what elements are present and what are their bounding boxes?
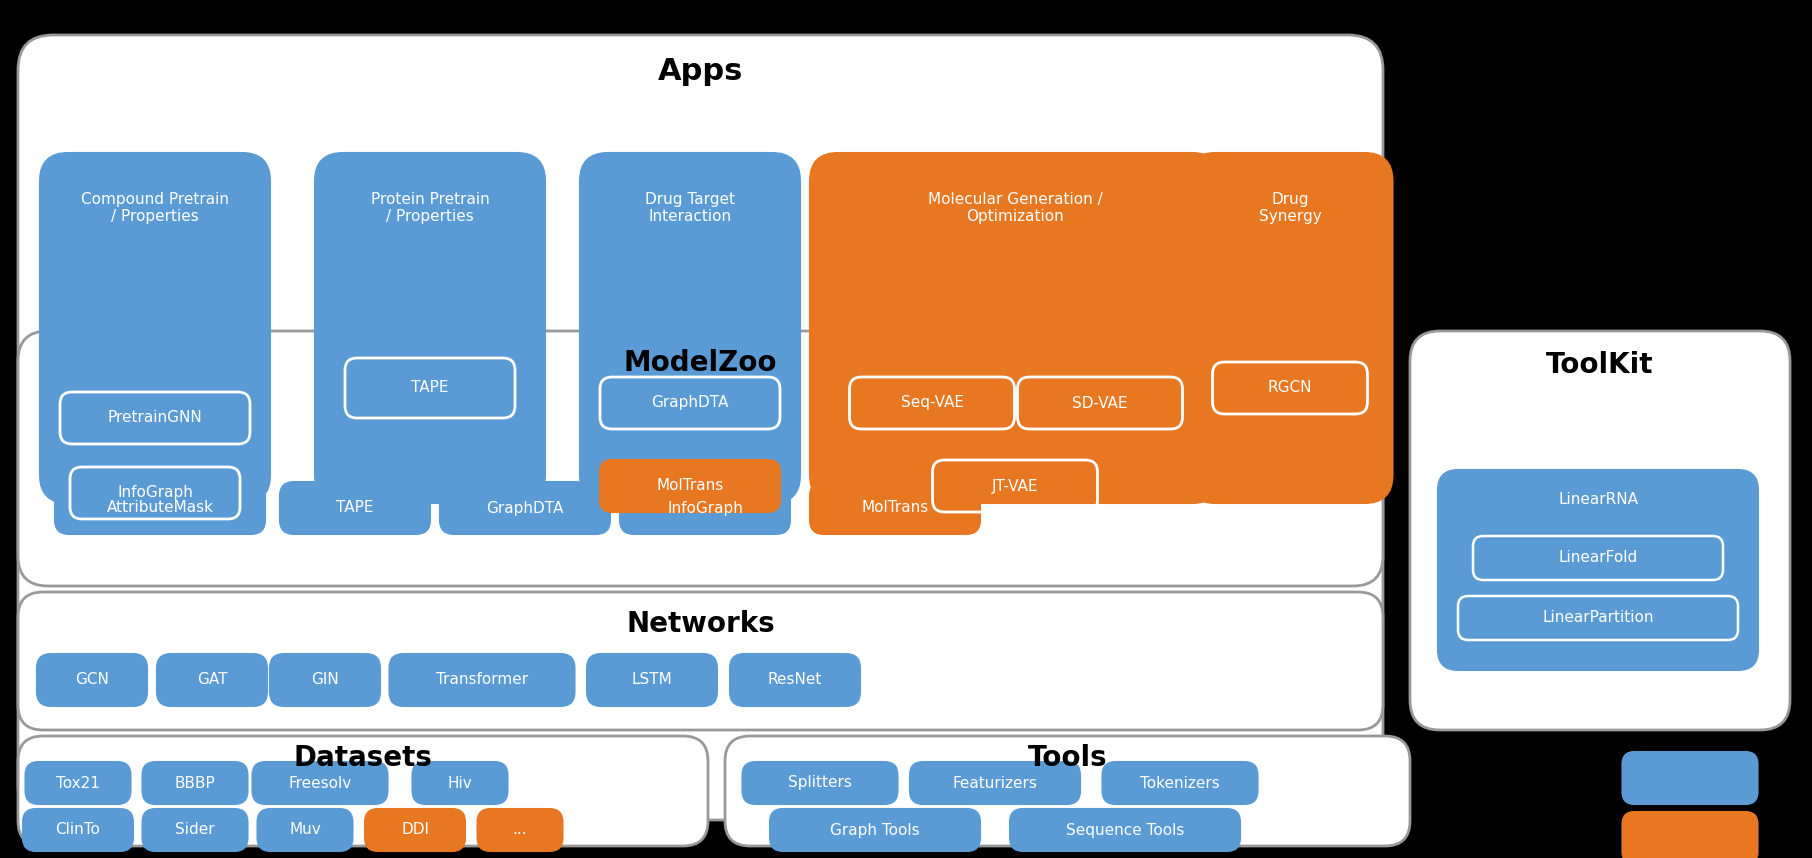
- Text: Sequence Tools: Sequence Tools: [1065, 823, 1185, 837]
- Text: LinearRNA: LinearRNA: [1558, 492, 1638, 507]
- Text: GraphDTA: GraphDTA: [486, 500, 564, 516]
- Text: Apps: Apps: [658, 57, 743, 86]
- Text: GIN: GIN: [312, 673, 339, 687]
- FancyBboxPatch shape: [620, 482, 790, 534]
- Text: Tools: Tools: [1027, 744, 1107, 772]
- Text: ToolKit: ToolKit: [1546, 351, 1654, 379]
- Text: Datasets: Datasets: [294, 744, 433, 772]
- Text: JT-VAE: JT-VAE: [991, 479, 1038, 493]
- Text: Tox21: Tox21: [56, 776, 100, 790]
- FancyBboxPatch shape: [40, 153, 270, 503]
- Text: LinearPartition: LinearPartition: [1542, 611, 1654, 625]
- FancyBboxPatch shape: [18, 736, 708, 846]
- FancyBboxPatch shape: [257, 809, 353, 851]
- FancyBboxPatch shape: [478, 809, 562, 851]
- Text: Hiv: Hiv: [448, 776, 473, 790]
- Text: BBBP: BBBP: [174, 776, 216, 790]
- FancyBboxPatch shape: [24, 809, 132, 851]
- FancyBboxPatch shape: [587, 654, 718, 706]
- Text: SD-VAE: SD-VAE: [1073, 396, 1127, 410]
- FancyBboxPatch shape: [315, 153, 545, 503]
- Text: Graph Tools: Graph Tools: [830, 823, 920, 837]
- FancyBboxPatch shape: [18, 35, 1383, 820]
- Text: Networks: Networks: [627, 610, 776, 638]
- Text: Drug Target
Interaction: Drug Target Interaction: [645, 192, 736, 224]
- Text: Splitters: Splitters: [788, 776, 852, 790]
- Text: ModelZoo: ModelZoo: [623, 349, 777, 377]
- FancyBboxPatch shape: [143, 762, 248, 804]
- Text: MolTrans: MolTrans: [656, 479, 723, 493]
- FancyBboxPatch shape: [270, 654, 381, 706]
- FancyBboxPatch shape: [743, 762, 897, 804]
- FancyBboxPatch shape: [1009, 809, 1239, 851]
- Text: Transformer: Transformer: [437, 673, 527, 687]
- FancyBboxPatch shape: [281, 482, 429, 534]
- Text: InfoGraph: InfoGraph: [667, 500, 743, 516]
- FancyBboxPatch shape: [440, 482, 611, 534]
- FancyBboxPatch shape: [1622, 752, 1758, 804]
- FancyBboxPatch shape: [18, 592, 1383, 730]
- Text: Seq-VAE: Seq-VAE: [901, 396, 964, 410]
- FancyBboxPatch shape: [1622, 812, 1758, 858]
- Text: AttributeMask: AttributeMask: [107, 500, 214, 516]
- Text: InfoGraph: InfoGraph: [118, 486, 192, 500]
- Text: GAT: GAT: [198, 673, 226, 687]
- Text: LSTM: LSTM: [632, 673, 672, 687]
- FancyBboxPatch shape: [18, 331, 1383, 586]
- FancyBboxPatch shape: [580, 153, 801, 503]
- Text: LinearFold: LinearFold: [1558, 551, 1638, 565]
- Text: MolTrans: MolTrans: [861, 500, 928, 516]
- FancyBboxPatch shape: [1410, 331, 1790, 730]
- Text: DDI: DDI: [400, 823, 429, 837]
- Text: Sider: Sider: [176, 823, 216, 837]
- Text: Tokenizers: Tokenizers: [1140, 776, 1219, 790]
- Text: TAPE: TAPE: [337, 500, 373, 516]
- FancyBboxPatch shape: [364, 809, 466, 851]
- FancyBboxPatch shape: [25, 762, 130, 804]
- Text: Muv: Muv: [290, 823, 321, 837]
- FancyBboxPatch shape: [1439, 470, 1758, 670]
- Text: Compound Pretrain
/ Properties: Compound Pretrain / Properties: [82, 192, 228, 224]
- Text: Molecular Generation /
Optimization: Molecular Generation / Optimization: [928, 192, 1102, 224]
- FancyBboxPatch shape: [1102, 762, 1258, 804]
- FancyBboxPatch shape: [730, 654, 861, 706]
- Text: Freesolv: Freesolv: [288, 776, 352, 790]
- Text: Protein Pretrain
/ Properties: Protein Pretrain / Properties: [371, 192, 489, 224]
- FancyBboxPatch shape: [600, 460, 779, 512]
- Text: TAPE: TAPE: [411, 380, 449, 396]
- Text: PretrainGNN: PretrainGNN: [107, 410, 203, 426]
- FancyBboxPatch shape: [413, 762, 507, 804]
- Text: Drug
Synergy: Drug Synergy: [1259, 192, 1321, 224]
- Text: ...: ...: [513, 823, 527, 837]
- FancyBboxPatch shape: [810, 153, 1219, 503]
- Text: GCN: GCN: [74, 673, 109, 687]
- FancyBboxPatch shape: [725, 736, 1410, 846]
- Text: GraphDTA: GraphDTA: [651, 396, 728, 410]
- Text: Featurizers: Featurizers: [953, 776, 1038, 790]
- FancyBboxPatch shape: [770, 809, 980, 851]
- FancyBboxPatch shape: [36, 654, 147, 706]
- FancyBboxPatch shape: [252, 762, 388, 804]
- FancyBboxPatch shape: [143, 809, 248, 851]
- Text: RGCN: RGCN: [1268, 380, 1312, 396]
- FancyBboxPatch shape: [54, 482, 265, 534]
- FancyBboxPatch shape: [910, 762, 1080, 804]
- Text: ResNet: ResNet: [768, 673, 823, 687]
- FancyBboxPatch shape: [158, 654, 266, 706]
- FancyBboxPatch shape: [1187, 153, 1392, 503]
- FancyBboxPatch shape: [390, 654, 574, 706]
- FancyBboxPatch shape: [810, 482, 980, 534]
- Text: ClinTo: ClinTo: [56, 823, 100, 837]
